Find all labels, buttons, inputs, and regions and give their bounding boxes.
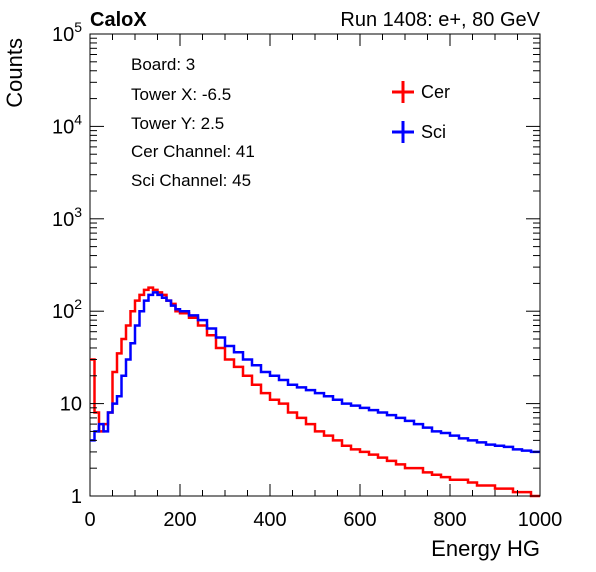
legend-label-cer: Cer (421, 82, 450, 102)
y-tick-label: 10 (60, 394, 82, 416)
legend-marker-sci (392, 121, 414, 143)
info-tower-x: Tower X: -6.5 (131, 85, 231, 104)
y-tick-label: 103 (52, 204, 82, 231)
series-line-sci (90, 291, 540, 454)
legend-marker-cer (392, 81, 414, 103)
y-tick-label: 102 (52, 296, 82, 323)
x-axis-title: Energy HG (431, 536, 540, 561)
x-tick-label: 0 (84, 509, 95, 531)
info-board: Board: 3 (131, 55, 195, 74)
x-tick-label: 400 (253, 509, 286, 531)
y-tick-label: 104 (52, 111, 82, 138)
y-axis-title: Counts (2, 38, 27, 108)
info-tower-y: Tower Y: 2.5 (131, 114, 224, 133)
y-tick-label: 105 (52, 19, 82, 46)
series-layer (89, 286, 541, 498)
x-tick-label: 800 (433, 509, 466, 531)
y-tick-label: 1 (71, 486, 82, 508)
info-sci-channel: Sci Channel: 45 (131, 171, 251, 190)
x-tick-label: 200 (163, 509, 196, 531)
legend: Cer Sci (392, 81, 450, 143)
info-box: Board: 3 Tower X: -6.5 Tower Y: 2.5 Cer … (131, 55, 255, 190)
legend-label-sci: Sci (421, 122, 446, 142)
x-tick-label: 1000 (518, 509, 563, 531)
info-cer-channel: Cer Channel: 41 (131, 142, 255, 161)
run-label: Run 1408: e+, 80 GeV (340, 9, 540, 31)
x-tick-label: 600 (343, 509, 376, 531)
series-sci (89, 291, 541, 454)
brand-label: CaloX (90, 9, 147, 31)
axes-layer: 0 200 400 600 800 1000 1 10 102 103 104 105 (52, 19, 562, 531)
